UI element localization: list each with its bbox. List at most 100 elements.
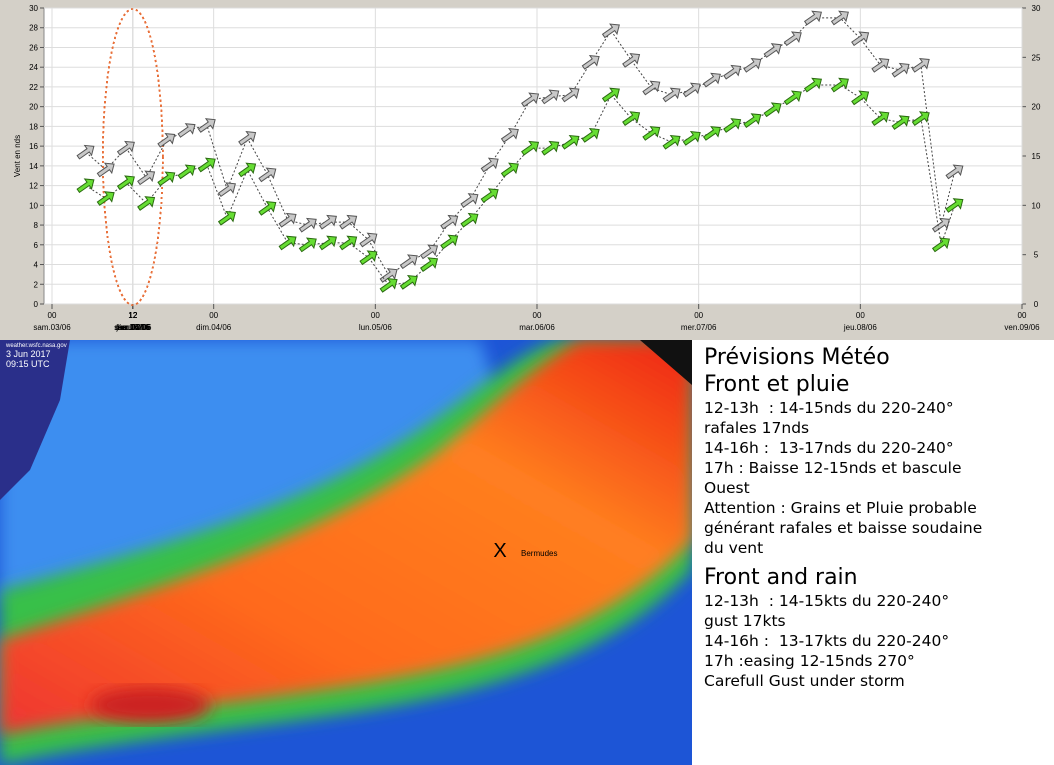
y-tick-label: 10 [29, 201, 38, 210]
y-tick-label: 2 [34, 280, 39, 289]
forecast-line: gust 17kts [704, 612, 786, 630]
x-tick-label: 12 [128, 311, 137, 320]
x-tick-label: 00 [48, 311, 57, 320]
series-line [85, 84, 956, 286]
gust-arrow [157, 132, 176, 148]
wind-arrow [931, 237, 950, 253]
forecast-line: Carefull Gust under storm [704, 672, 905, 690]
forecast-line: 12-13h : 14-15kts du 220-240° [704, 592, 950, 610]
source: weather.wsfc.nasa.gov [5, 343, 67, 349]
gust-arrow [931, 217, 950, 233]
satellite-image: weather.wsfc.nasa.gov 3 Jun 2017 09:15 U… [0, 340, 692, 765]
y2-tick-label: 5 [1034, 251, 1039, 260]
x-tick-date: lun.05/06 [116, 323, 149, 332]
gust-arrow [298, 217, 317, 233]
gust-arrow [197, 118, 216, 133]
forecast-line: 17h : Baisse 12-15nds et bascule [704, 459, 962, 477]
fr-heading: Front et pluie [704, 372, 850, 397]
y-tick-label: 8 [34, 221, 39, 230]
gust-arrow [96, 162, 115, 178]
wind-arrow [945, 198, 964, 213]
forecast-line: 17h :easing 12-15nds 270° [704, 652, 915, 670]
gust-arrow [278, 212, 297, 228]
wind-arrow [96, 191, 115, 206]
gust-arrow [763, 43, 782, 58]
gust-arrow [541, 89, 560, 105]
y-tick-label: 0 [34, 300, 39, 309]
wind-arrow [622, 111, 641, 127]
x-tick-label: 00 [856, 311, 865, 320]
y-tick-label: 28 [29, 24, 38, 33]
gust-arrow [480, 157, 499, 173]
wind-arrow [137, 196, 156, 211]
y2-tick-label: 30 [1032, 4, 1041, 13]
gust-arrow [622, 53, 641, 68]
x-tick-date: jeu.08/06 [115, 323, 149, 332]
wind-arrow [541, 140, 560, 156]
wind-arrow [217, 210, 236, 226]
gust-arrow [803, 10, 823, 26]
gust-arrow [359, 232, 378, 248]
gust-arrow [116, 140, 135, 156]
forecast-line: générant rafales et baisse soudaine [704, 519, 983, 537]
x-tick-date: ven.09/06 [1004, 323, 1040, 332]
x-tick-date: sam.03/06 [114, 323, 152, 332]
x-tick-label: 00 [1018, 311, 1027, 320]
gust-arrow [217, 182, 236, 198]
wind-arrow [642, 126, 661, 141]
wind-arrow [440, 234, 459, 250]
gust-arrow [76, 144, 95, 160]
place-label: Bermudes [521, 549, 557, 558]
forecast-line: rafales 17nds [704, 419, 810, 437]
gust-arrow [137, 170, 156, 186]
forecast-line: Ouest [704, 479, 750, 497]
y-tick-label: 30 [29, 4, 38, 13]
x-tick-date: dim.04/06 [196, 323, 232, 332]
wind-arrow [197, 157, 216, 173]
dark-cell [640, 340, 692, 385]
wind-arrow [177, 164, 196, 180]
en-lines: 12-13h : 14-15kts du 220-240° gust 17kts 1… [704, 591, 1052, 691]
gust-arrow [743, 57, 762, 73]
x-tick-date: mer.07/06 [681, 323, 717, 332]
forecast-panel: Prévisions Météo Front et pluie 12-13h :… [704, 344, 1052, 691]
forecast-line: du vent [704, 539, 764, 557]
x-tick-date: mer.07/06 [115, 323, 151, 332]
wind-arrow [359, 250, 378, 266]
wind-arrow [318, 235, 338, 251]
y-tick-label: 26 [29, 43, 38, 52]
gust-arrow [851, 31, 870, 47]
gust-arrow [521, 92, 540, 108]
x-tick-date: lun.05/06 [359, 323, 392, 332]
wind-arrow [278, 235, 297, 251]
wind-arrow [743, 113, 762, 128]
wind-arrow [871, 111, 890, 127]
y2-tick-label: 10 [1032, 201, 1041, 210]
wind-arrow [891, 115, 910, 130]
wind-arrow [460, 212, 479, 228]
gust-arrow [702, 72, 721, 88]
x-tick-date: jeu.08/06 [843, 323, 877, 332]
y-tick-label: 6 [34, 241, 39, 250]
wind-arrow [258, 201, 277, 216]
wind-arrow [561, 134, 580, 150]
y-tick-label: 16 [29, 142, 38, 151]
gust-arrow [399, 254, 418, 270]
wind-arrow [76, 178, 95, 194]
wind-arrow [399, 275, 418, 290]
gust-arrow [420, 244, 439, 260]
y-tick-label: 24 [29, 63, 38, 72]
y-tick-label: 12 [29, 182, 38, 191]
gust-arrow [830, 10, 849, 26]
gust-arrow [723, 64, 742, 80]
x-tick-date: mar.06/06 [519, 323, 555, 332]
wind-arrow [830, 77, 849, 93]
gust-arrow [339, 214, 358, 230]
wind-arrow [238, 162, 257, 178]
gust-arrow [460, 193, 479, 208]
wind-arrow [298, 237, 317, 253]
y-axis-label: Vent en nds [13, 135, 22, 177]
gust-arrow [440, 214, 459, 230]
gust-arrow [500, 128, 519, 143]
